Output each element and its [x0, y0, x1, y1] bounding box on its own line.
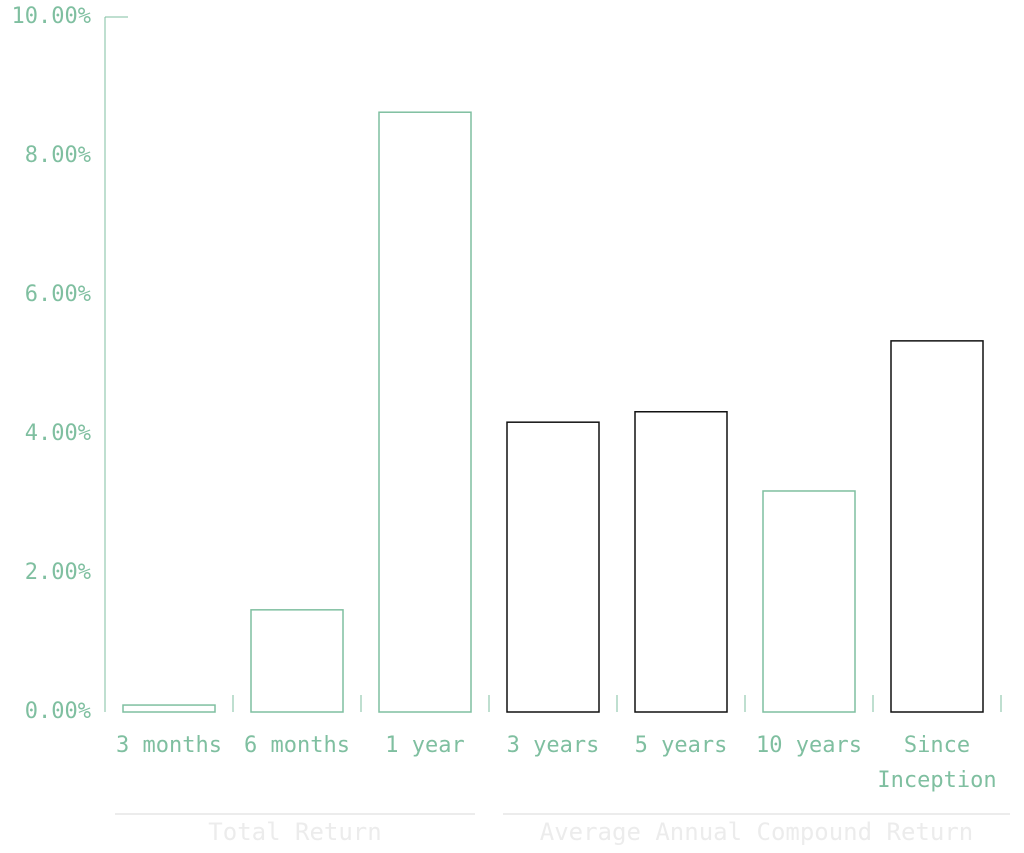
x-tick-label: 1 year: [385, 733, 464, 758]
y-tick-label: 6.00%: [25, 282, 91, 307]
y-tick-label: 8.00%: [25, 143, 91, 168]
x-tick-label: 3 years: [507, 733, 600, 758]
y-tick-label: 0.00%: [25, 699, 91, 724]
x-tick-label: 6 months: [244, 733, 350, 758]
y-tick-label: 10.00%: [12, 4, 91, 29]
bar: [634, 411, 728, 713]
x-tick-label: 5 years: [635, 733, 728, 758]
group-label: Total Return: [208, 818, 381, 846]
group-label: Average Annual Compound Return: [540, 818, 973, 846]
y-tick-label: 4.00%: [25, 421, 91, 446]
x-tick-label-line: Inception: [877, 768, 996, 793]
y-tick-label: 2.00%: [25, 560, 91, 585]
x-tick-label: 3 months: [116, 733, 222, 758]
x-tick-label-line: Since: [904, 733, 970, 758]
bar: [506, 421, 600, 713]
x-tick-label: Since Inception: [877, 733, 996, 793]
bar: [122, 704, 216, 713]
bar: [890, 340, 984, 713]
bar: [250, 609, 344, 713]
bar: [762, 490, 856, 713]
x-tick-label: 10 years: [756, 733, 862, 758]
bar: [378, 111, 472, 713]
